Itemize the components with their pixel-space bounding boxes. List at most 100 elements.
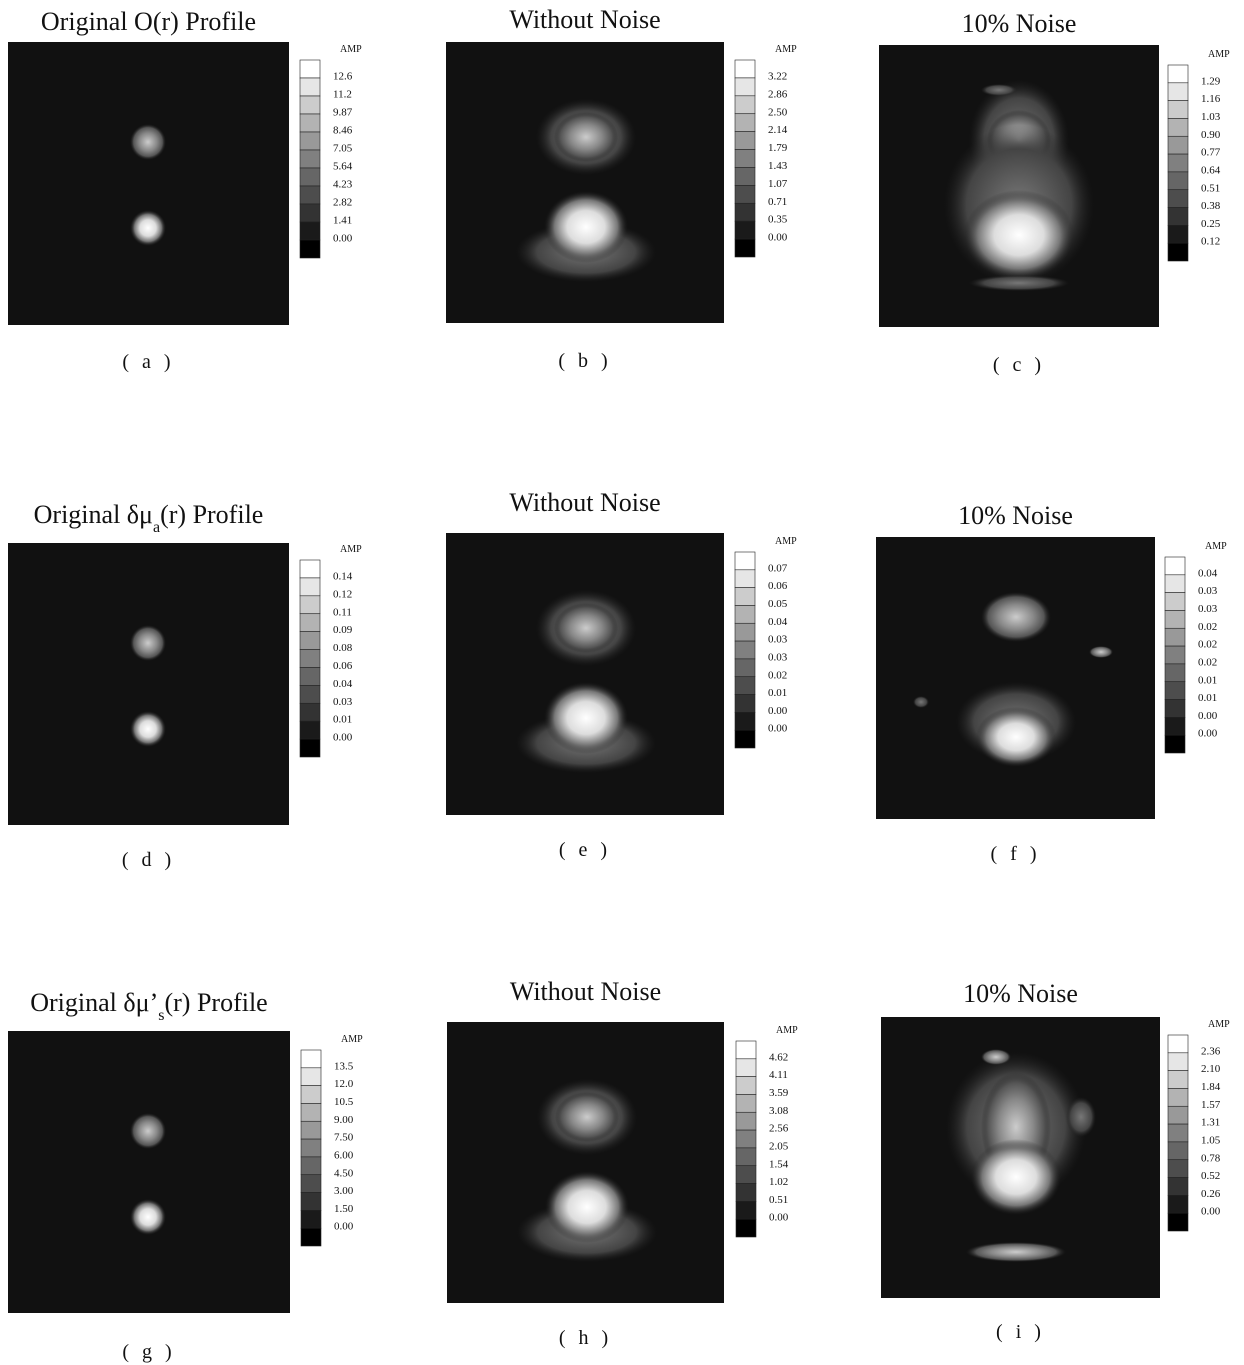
colorbar-band <box>299 149 321 169</box>
colorbar-band <box>734 202 756 222</box>
colorbar-tick-label: 8.46 <box>333 125 353 137</box>
colorbar-tick-label: 0.03 <box>768 634 788 646</box>
colorbar-tick-label: 2.82 <box>333 197 352 209</box>
colorbar-band <box>299 77 321 97</box>
panel: Original δμa(r) Profile ( d ) AMP 0.14 0.12 0… <box>8 500 362 871</box>
colorbar-band <box>1167 225 1189 244</box>
title-text: Without Noise <box>509 488 660 517</box>
caption: ( i ) <box>996 1321 1045 1343</box>
colorbar-tick-label: 13.5 <box>334 1060 354 1072</box>
colorbar-band <box>299 559 321 579</box>
colorbar-band <box>735 1201 757 1220</box>
colorbar-band <box>734 220 756 240</box>
colorbar-band <box>734 149 756 168</box>
colorbar-band <box>734 185 756 204</box>
colorbar-band <box>1167 1141 1189 1161</box>
colorbar-tick-label: 1.41 <box>333 215 352 227</box>
colorbar-tick-label: 0.00 <box>768 705 788 717</box>
colorbar-tick-label: 9.00 <box>334 1114 354 1126</box>
colorbar-tick-label: 0.78 <box>1201 1152 1221 1164</box>
colorbar-tick-label: 2.14 <box>768 124 788 136</box>
blob <box>981 84 1017 96</box>
image <box>876 537 1155 819</box>
blob <box>554 112 618 162</box>
caption: ( e ) <box>559 839 611 861</box>
colorbar-tick-label: 0.00 <box>333 233 353 245</box>
colorbar-tick-label: 0.05 <box>768 598 788 610</box>
colorbar-tick-label: 2.36 <box>1201 1045 1221 1057</box>
caption: ( a ) <box>122 351 174 373</box>
colorbar-band <box>1164 681 1186 700</box>
panel: Without Noise ( b ) AMP 3.22 2.86 2.50 2.14 1.7… <box>446 5 797 372</box>
title-text: Without Noise <box>509 5 660 34</box>
image <box>8 543 289 825</box>
blob <box>971 1139 1061 1215</box>
panel: Without Noise ( e ) AMP 0.07 0.06 0.05 0.04 0.0… <box>446 488 797 861</box>
colorbar-band <box>1167 64 1189 84</box>
colorbar-tick-label: 0.06 <box>333 660 353 672</box>
colorbar-tick-label: 4.50 <box>334 1167 354 1179</box>
colorbar-tick-label: 0.64 <box>1201 164 1221 176</box>
colorbar-tick-label: 0.25 <box>1201 218 1221 230</box>
colorbar-label: AMP <box>775 536 797 547</box>
caption: ( d ) <box>122 849 175 871</box>
panel: 10% Noise ( c ) AMP 1.29 1.16 1.03 0.90 0.77 0.6… <box>879 9 1230 376</box>
panel-title: Original O(r) Profile <box>41 7 256 36</box>
caption: ( c ) <box>993 354 1045 376</box>
colorbar-band <box>735 1147 757 1167</box>
colorbar-band <box>1167 189 1189 208</box>
colorbar-tick-label: 0.02 <box>1198 656 1217 668</box>
blob <box>130 1199 166 1235</box>
colorbar-band <box>1164 610 1186 629</box>
title-text: 10% Noise <box>962 9 1077 38</box>
colorbar-band <box>299 738 321 758</box>
colorbar-band <box>734 95 756 115</box>
colorbar-band <box>1167 207 1189 226</box>
panel: 10% Noise ( i ) AMP 2.36 2.10 1.84 1.57 1.31 1.0… <box>881 979 1230 1343</box>
colorbar-tick-label: 12.6 <box>333 71 353 83</box>
blob <box>554 603 618 653</box>
colorbar-tick-label: 0.71 <box>768 196 787 208</box>
colorbar-band <box>1167 1034 1189 1054</box>
colorbar-band <box>299 95 321 115</box>
colorbar-tick-label: 1.02 <box>769 1176 788 1188</box>
colorbar-tick-label: 0.04 <box>768 616 788 628</box>
colorbar-band <box>734 676 756 695</box>
colorbar-band <box>299 631 321 650</box>
colorbar-label: AMP <box>1208 1019 1230 1030</box>
colorbar-band <box>734 569 756 588</box>
colorbar-band <box>1164 645 1186 665</box>
colorbar-tick-label: 11.2 <box>333 89 352 101</box>
colorbar-tick-label: 0.01 <box>1198 692 1217 704</box>
colorbar-tick-label: 6.00 <box>334 1149 354 1161</box>
colorbar-band <box>1167 1159 1189 1178</box>
colorbar-band <box>734 131 756 150</box>
colorbar-tick-label: 0.07 <box>768 562 788 574</box>
blob <box>130 1113 166 1149</box>
colorbar-tick-label: 0.08 <box>333 642 353 654</box>
title-subscript: a <box>153 519 160 536</box>
colorbar-band <box>734 587 756 606</box>
colorbar-tick-label: 4.11 <box>769 1069 788 1081</box>
colorbar-band <box>734 640 756 660</box>
colorbar-band <box>1167 135 1189 155</box>
colorbar-band <box>299 595 321 615</box>
blob <box>981 1049 1011 1065</box>
panel: 10% Noise ( f ) AMP 0.04 0.03 0.03 0.02 0.02 0.0… <box>876 501 1227 865</box>
colorbar-band <box>735 1040 757 1060</box>
colorbar-tick-label: 0.00 <box>1201 1206 1221 1218</box>
colorbar-tick-label: 0.00 <box>769 1212 789 1224</box>
colorbar-band <box>1164 717 1186 736</box>
colorbar-tick-label: 12.0 <box>334 1078 354 1090</box>
colorbar-band <box>1164 627 1186 647</box>
image <box>8 42 289 325</box>
colorbar-tick-label: 1.31 <box>1201 1117 1220 1129</box>
colorbar-band <box>300 1174 322 1193</box>
caption: ( g ) <box>122 1341 175 1363</box>
colorbar-band <box>300 1227 322 1247</box>
colorbar-band <box>1167 1070 1189 1089</box>
colorbar-tick-label: 1.07 <box>768 178 788 190</box>
colorbar-band <box>300 1049 322 1069</box>
panel: Without Noise ( h ) AMP 4.62 4.11 3.59 3.08 2.5… <box>447 977 798 1349</box>
blob <box>964 190 1074 280</box>
